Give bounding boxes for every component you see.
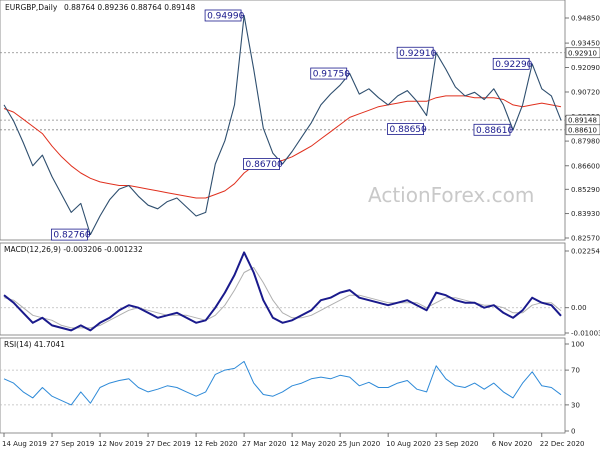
price-tick-label: 0.86600 <box>571 162 600 170</box>
x-tick-label: 6 Nov 2020 <box>492 440 532 448</box>
macd-panel <box>0 242 566 336</box>
price-level-badge <box>565 47 600 59</box>
rsi-layer: 100 70 30 0 <box>0 341 584 436</box>
price-annotation-box <box>473 123 511 136</box>
x-tick-label: 27 Sep 2019 <box>50 440 94 448</box>
price-layer: 0.948500.934500.920900.907200.893500.879… <box>0 9 600 243</box>
rsi-tick-label: 30 <box>571 401 580 409</box>
x-tick-label: 27 Mar 2020 <box>242 440 286 448</box>
watermark: ActionForex.com <box>368 183 534 207</box>
price-level-label: 0.89148 <box>568 117 597 125</box>
price-annotation-box <box>51 228 88 241</box>
price-annotation-label: 0.88650 <box>390 125 427 135</box>
price-annotation-box <box>387 123 424 135</box>
price-level-label: 0.92910 <box>568 49 597 57</box>
price-annotation-label: 0.94990 <box>207 11 244 21</box>
price-annotation-box <box>492 57 530 70</box>
x-tick-label: 12 May 2020 <box>290 440 336 448</box>
macd-layer: 0.022544 0.00 -0.010039 <box>0 248 600 338</box>
price-panel <box>0 0 566 241</box>
rsi-tick-label: 70 <box>571 367 580 375</box>
macd-line <box>3 251 562 332</box>
price-tick-label: 0.83930 <box>571 210 600 218</box>
x-tick-label: 14 Aug 2019 <box>2 440 47 448</box>
rsi-tick-label: 100 <box>571 341 584 349</box>
header-ohlc: 0.88764 0.89236 0.88764 0.89148 <box>64 3 195 12</box>
rsi-line <box>3 360 562 406</box>
price-level-badge <box>565 124 600 136</box>
price-annotation-label: 0.86700 <box>246 160 283 170</box>
x-tick-label: 12 Feb 2020 <box>194 440 238 448</box>
x-tick-label: 12 Nov 2019 <box>98 440 143 448</box>
rsi-panel <box>0 337 566 434</box>
price-annotation-label: 0.92290 <box>495 60 532 70</box>
x-tick-label: 27 Dec 2019 <box>146 440 191 448</box>
price-tick-label: 0.90720 <box>571 88 600 96</box>
price-annotation-label: 0.88610 <box>476 126 513 136</box>
price-tick-label: 0.87980 <box>571 138 600 146</box>
price-tick-label: 0.82570 <box>571 235 600 243</box>
price-annotation-box <box>310 67 348 80</box>
macd-tick-label: 0.022544 <box>571 248 600 256</box>
price-annotation-label: 0.91750 <box>313 70 350 80</box>
price-tick-label: 0.85290 <box>571 186 600 194</box>
rsi-tick-label: 0 <box>571 428 575 436</box>
x-tick-label: 25 Jun 2020 <box>338 440 380 448</box>
macd-tick-label: -0.010039 <box>571 330 600 338</box>
x-tick-label: 23 Sep 2020 <box>434 440 478 448</box>
price-level-label: 0.88610 <box>568 126 597 134</box>
price-annotation-label: 0.82760 <box>53 231 90 241</box>
price-annotation-box <box>204 9 242 22</box>
header-symbol: EURGBP,Daily <box>5 3 58 12</box>
price-annotation-label: 0.92910 <box>399 49 436 59</box>
macd-title: MACD(12,26,9) -0.003206 -0.001232 <box>4 245 143 254</box>
price-tick-label: 0.92090 <box>571 64 600 72</box>
sma-line <box>3 95 562 199</box>
x-axis: 14 Aug 2019 27 Sep 2019 12 Nov 2019 27 Dec … <box>2 433 585 448</box>
rsi-title: RSI(14) 41.7041 <box>4 340 65 349</box>
price-annotation-box <box>243 158 280 170</box>
price-tick-label: 0.94850 <box>571 15 600 23</box>
x-tick-label: 22 Dec 2020 <box>540 440 585 448</box>
macd-tick-label: 0.00 <box>571 304 587 312</box>
price-tick-label: 0.93450 <box>571 40 600 48</box>
price-annotation-box <box>396 46 434 59</box>
x-tick-label: 10 Aug 2020 <box>386 440 431 448</box>
